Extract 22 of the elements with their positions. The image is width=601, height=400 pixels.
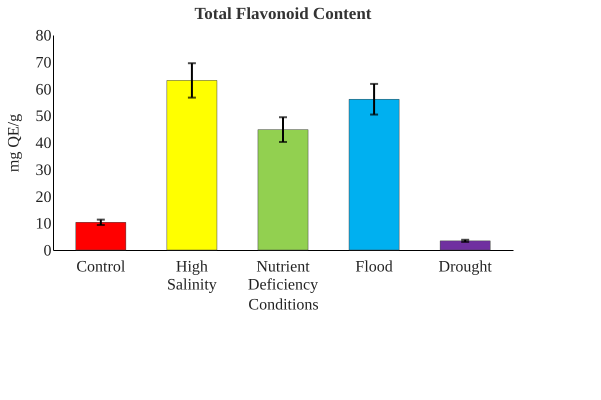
bar <box>258 129 308 250</box>
x-tick-label: Flood <box>355 258 393 276</box>
y-tick-label: 80 <box>36 28 52 44</box>
x-axis-title: Conditions <box>248 296 319 314</box>
bar <box>166 80 218 250</box>
x-tick-label: High Salinity <box>167 258 217 294</box>
y-tick-label: 30 <box>36 162 52 179</box>
y-tick-label: 20 <box>36 188 52 206</box>
y-tick-label: 60 <box>36 81 52 98</box>
y-tick-label: 50 <box>36 108 52 126</box>
y-tick-label: 70 <box>36 54 52 72</box>
y-axis-title: mg QE/g <box>6 114 22 172</box>
bar <box>440 240 490 250</box>
bar <box>348 98 400 250</box>
y-tick-label: 0 <box>44 242 52 260</box>
y-tick-label: 10 <box>36 216 52 233</box>
x-tick-label: Drought <box>438 258 492 276</box>
x-tick-label: Nutrient Deficiency <box>248 258 318 294</box>
chart-title: Total Flavonoid Content <box>194 4 372 23</box>
y-tick-label: 40 <box>36 135 52 152</box>
bar <box>76 222 126 250</box>
x-tick-label: Control <box>76 258 126 276</box>
